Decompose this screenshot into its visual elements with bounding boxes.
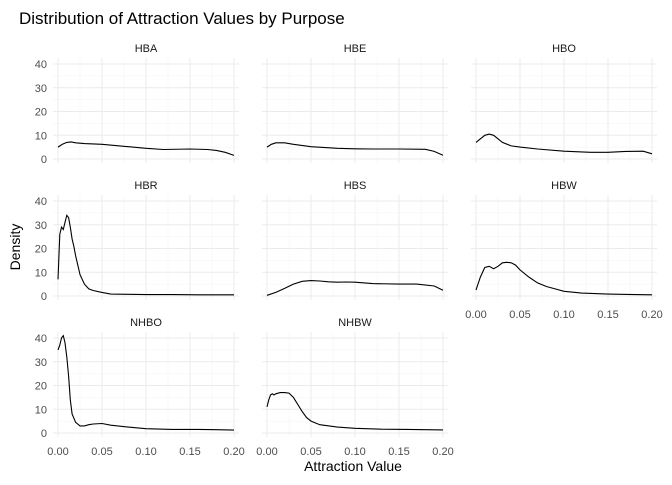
x-tick-label: 0.00 bbox=[256, 446, 277, 458]
x-tick-label: 0.05 bbox=[91, 446, 112, 458]
y-tick-label: 20 bbox=[35, 381, 47, 393]
facet-panel: HBS bbox=[262, 180, 448, 300]
y-tick-label: 20 bbox=[35, 244, 47, 256]
x-tick-label: 0.10 bbox=[135, 446, 156, 458]
y-tick-label: 10 bbox=[35, 130, 47, 142]
x-tick-label: 0.00 bbox=[465, 309, 486, 321]
facet-strip-label: NHBO bbox=[130, 317, 162, 329]
y-axis-label: Density bbox=[7, 224, 23, 271]
x-tick-label: 0.20 bbox=[223, 446, 244, 458]
density-line bbox=[266, 280, 444, 296]
x-tick-label: 0.05 bbox=[300, 446, 321, 458]
facet-panel: HBA 0 10 20 30 40 bbox=[35, 43, 239, 166]
density-line bbox=[57, 334, 235, 431]
y-tick-label: 40 bbox=[35, 333, 47, 345]
density-line bbox=[57, 141, 235, 156]
facet-panel: HBE bbox=[262, 43, 448, 163]
x-tick-label: 0.05 bbox=[509, 309, 530, 321]
x-tick-label: 0.15 bbox=[597, 309, 618, 321]
y-tick-label: 0 bbox=[41, 154, 47, 166]
facet-strip-label: HBE bbox=[344, 43, 367, 55]
facet-strip-label: NHBW bbox=[338, 317, 372, 329]
x-tick-label: 0.10 bbox=[553, 309, 574, 321]
x-tick-label: 0.00 bbox=[47, 446, 68, 458]
x-tick-label: 0.15 bbox=[388, 446, 409, 458]
facet-strip-label: HBS bbox=[344, 180, 367, 192]
facet-panel: HBR 0 10 20 30 40 bbox=[35, 180, 239, 303]
density-line bbox=[266, 142, 444, 156]
x-tick-label: 0.20 bbox=[641, 309, 662, 321]
chart-title: Distribution of Attraction Values by Pur… bbox=[19, 9, 345, 28]
y-tick-label: 10 bbox=[35, 267, 47, 279]
x-axis-label: Attraction Value bbox=[304, 458, 402, 474]
density-line bbox=[475, 133, 653, 155]
facet-panel: NHBW 0.00 0.05 0.10 0.15 0.20 bbox=[256, 317, 453, 458]
facet-strip-label: HBO bbox=[552, 43, 576, 55]
y-tick-label: 30 bbox=[35, 220, 47, 232]
facet-strip-label: HBR bbox=[134, 180, 157, 192]
x-tick-label: 0.20 bbox=[432, 446, 453, 458]
density-line bbox=[475, 261, 653, 296]
y-tick-label: 10 bbox=[35, 404, 47, 416]
y-tick-label: 40 bbox=[35, 59, 47, 71]
facet-panel: HBW 0.00 0.05 0.10 0.15 0.20 bbox=[465, 180, 662, 321]
density-line bbox=[57, 214, 234, 296]
density-line bbox=[266, 392, 444, 431]
y-tick-label: 30 bbox=[35, 83, 47, 95]
y-tick-label: 0 bbox=[41, 291, 47, 303]
x-tick-label: 0.10 bbox=[344, 446, 365, 458]
y-tick-label: 30 bbox=[35, 357, 47, 369]
facet-strip-label: HBA bbox=[135, 43, 158, 55]
y-tick-label: 0 bbox=[41, 428, 47, 440]
facet-panel: HBO bbox=[471, 43, 657, 163]
y-tick-label: 40 bbox=[35, 196, 47, 208]
y-tick-label: 20 bbox=[35, 107, 47, 119]
facet-panels: HBA 0 10 20 30 40 HBE HBO HBR 0 10 20 30 40 HBS HBW 0.00… bbox=[35, 43, 663, 458]
facet-strip-label: HBW bbox=[551, 180, 577, 192]
facet-panel: NHBO 0 10 20 30 40 0.00 0.05 0.10 0.15 0.20 bbox=[35, 317, 245, 458]
x-tick-label: 0.15 bbox=[179, 446, 200, 458]
